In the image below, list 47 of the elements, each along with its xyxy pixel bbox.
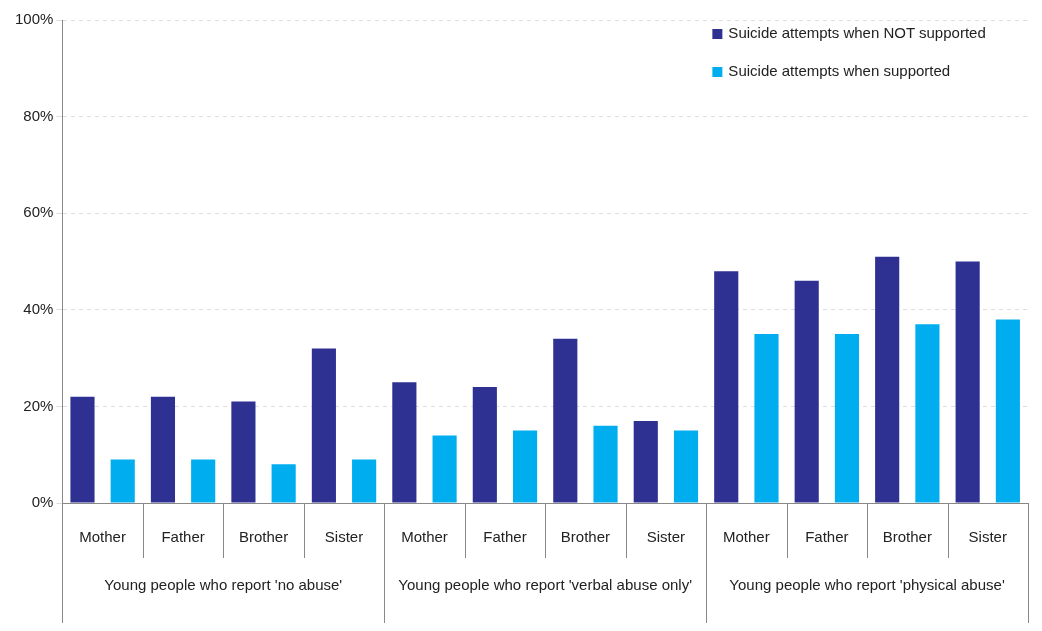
bar [754,333,779,503]
y-tick-label: 20% [23,396,54,414]
bar [955,261,980,503]
text: Young people who report 'verbal abuse only' [398,576,693,594]
bar [110,459,135,503]
bar [191,459,216,503]
bar [472,387,497,503]
x-tick-label: Sister [646,528,686,546]
x-tick-label: Brother [560,528,611,546]
bar [432,435,457,503]
x-tick-label: Mother [723,528,770,546]
bar [794,280,819,503]
x-tick-label: Sister [968,528,1007,546]
bar [593,425,618,503]
x-tick-label: Sister [324,528,364,546]
bar [915,324,940,503]
x-tick-label: Brother [882,528,932,546]
x-tick-label: Mother [401,528,448,546]
bar [714,271,739,503]
bar [633,420,658,503]
x-tick-label: Brother [238,528,289,546]
bar [995,319,1020,503]
bar [352,459,377,503]
bar [875,256,900,503]
legend-label: Suicide attempts when supported [728,62,951,80]
x-tick-label: Father [805,528,849,546]
bar [392,382,417,503]
x-tick-label: Mother [79,528,126,546]
bar [70,396,95,503]
bar [512,430,538,503]
text: Young people who report 'no abuse' [104,576,343,594]
bar [673,430,699,503]
y-tick-label: 80% [23,106,54,124]
y-tick-label: 100% [14,10,54,28]
bar [834,333,860,503]
bar [311,348,336,503]
y-tick-label: 40% [23,299,54,317]
y-tick-label: 0% [31,493,54,511]
text: Young people who report 'physical abuse' [729,576,1005,594]
x-tick-label: Father [483,528,527,546]
y-tick-label: 60% [23,203,54,221]
bar [553,338,578,503]
bar [231,401,256,503]
legend-label: Suicide attempts when NOT supported [728,24,986,42]
bar [271,464,296,503]
x-tick-label: Father [161,528,205,546]
bar [150,396,176,503]
